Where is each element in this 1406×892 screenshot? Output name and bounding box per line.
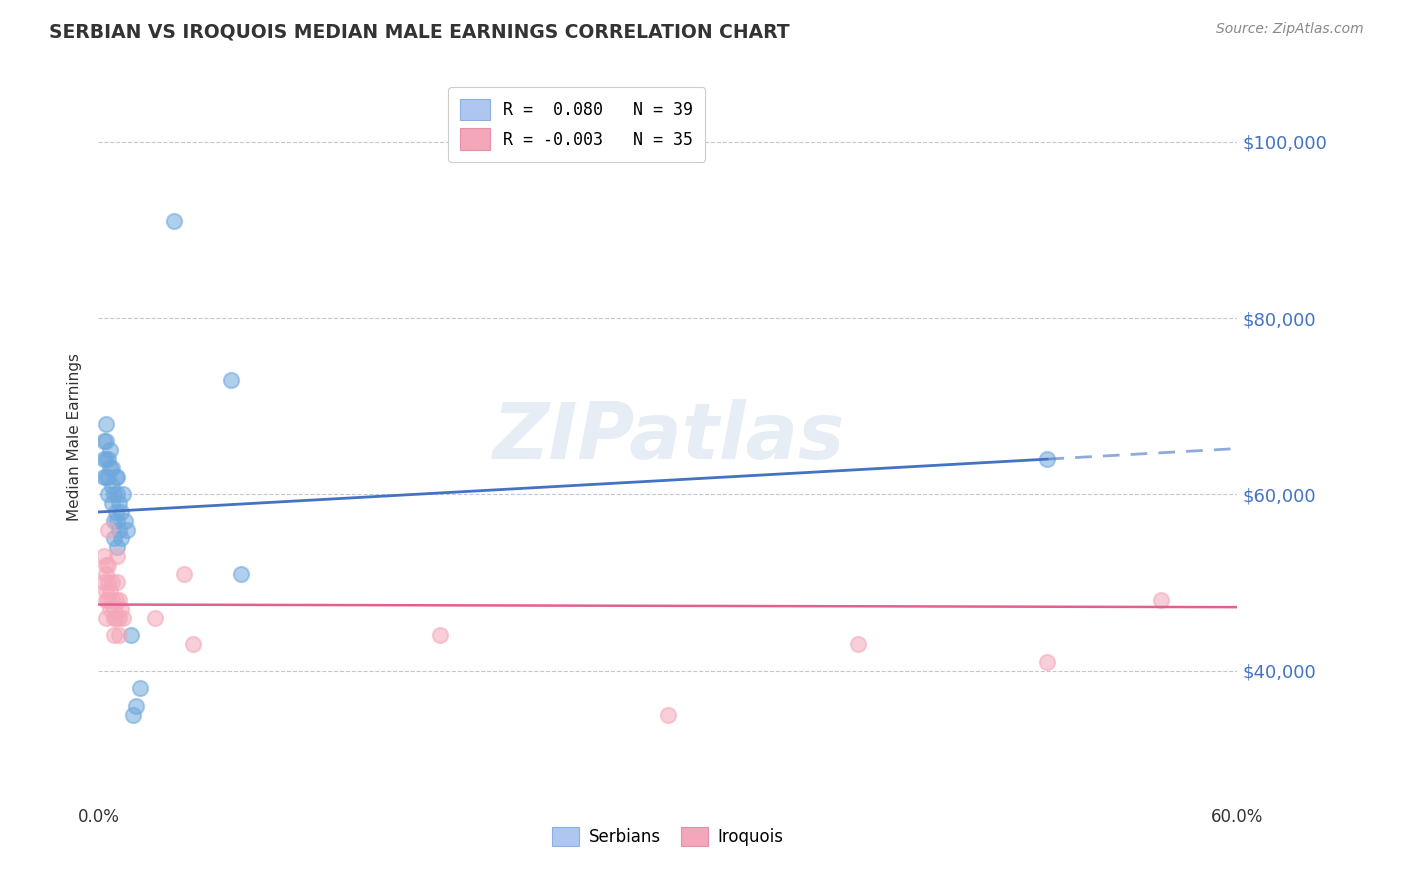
Point (108, 611, 131, 625)
Point (221, 373, 243, 387)
Point (183, 637, 205, 651)
Point (93, 452, 115, 467)
Point (97, 575, 120, 590)
Point (97, 523, 120, 537)
Point (94, 469, 117, 483)
Point (107, 540, 129, 554)
Point (94, 611, 117, 625)
Text: Source: ZipAtlas.com: Source: ZipAtlas.com (1216, 22, 1364, 37)
Point (163, 214, 186, 228)
Point (100, 575, 122, 590)
Point (112, 611, 135, 625)
Point (657, 707, 679, 722)
Point (107, 549, 129, 563)
Point (125, 698, 148, 713)
Point (229, 566, 252, 581)
Point (110, 505, 132, 519)
Point (107, 469, 129, 483)
Point (94, 584, 117, 599)
Point (108, 523, 131, 537)
Text: SERBIAN VS IROQUOIS MEDIAN MALE EARNINGS CORRELATION CHART: SERBIAN VS IROQUOIS MEDIAN MALE EARNINGS… (49, 22, 790, 41)
Point (97, 487, 120, 501)
Point (94, 417, 117, 431)
Point (100, 593, 122, 607)
Point (103, 611, 125, 625)
Point (104, 611, 127, 625)
Point (114, 514, 136, 528)
Point (108, 496, 131, 510)
Point (108, 628, 131, 642)
Point (98, 443, 121, 458)
Point (103, 628, 125, 642)
Point (110, 602, 132, 616)
Point (115, 523, 138, 537)
Point (107, 575, 129, 590)
Point (846, 637, 869, 651)
Point (94, 434, 117, 449)
Point (100, 461, 122, 475)
Point (93, 549, 115, 563)
Point (97, 558, 120, 572)
Point (103, 602, 125, 616)
Point (110, 532, 132, 546)
Point (103, 532, 125, 546)
Text: ZIPatlas: ZIPatlas (492, 399, 844, 475)
Point (98, 602, 121, 616)
Point (97, 593, 120, 607)
Y-axis label: Median Male Earnings: Median Male Earnings (67, 353, 83, 521)
Point (121, 707, 143, 722)
Point (97, 469, 120, 483)
Point (104, 505, 127, 519)
Point (94, 566, 117, 581)
Point (429, 628, 451, 642)
Point (94, 593, 117, 607)
Point (1036, 655, 1059, 669)
Point (108, 593, 131, 607)
Point (1036, 452, 1059, 467)
Point (93, 575, 115, 590)
Point (129, 681, 152, 696)
Point (93, 434, 115, 449)
Point (103, 514, 125, 528)
Point (104, 593, 127, 607)
Point (107, 487, 129, 501)
Point (120, 628, 142, 642)
Point (98, 461, 121, 475)
Point (112, 487, 135, 501)
Point (98, 584, 121, 599)
Point (107, 514, 129, 528)
Point (93, 469, 115, 483)
Point (100, 478, 122, 492)
Point (145, 611, 167, 625)
Point (100, 496, 122, 510)
Point (94, 452, 117, 467)
Point (103, 487, 125, 501)
Point (104, 469, 127, 483)
Point (1150, 593, 1173, 607)
Legend: Serbians, Iroquois: Serbians, Iroquois (546, 821, 790, 853)
Point (97, 452, 120, 467)
Point (94, 558, 117, 572)
Point (173, 566, 195, 581)
